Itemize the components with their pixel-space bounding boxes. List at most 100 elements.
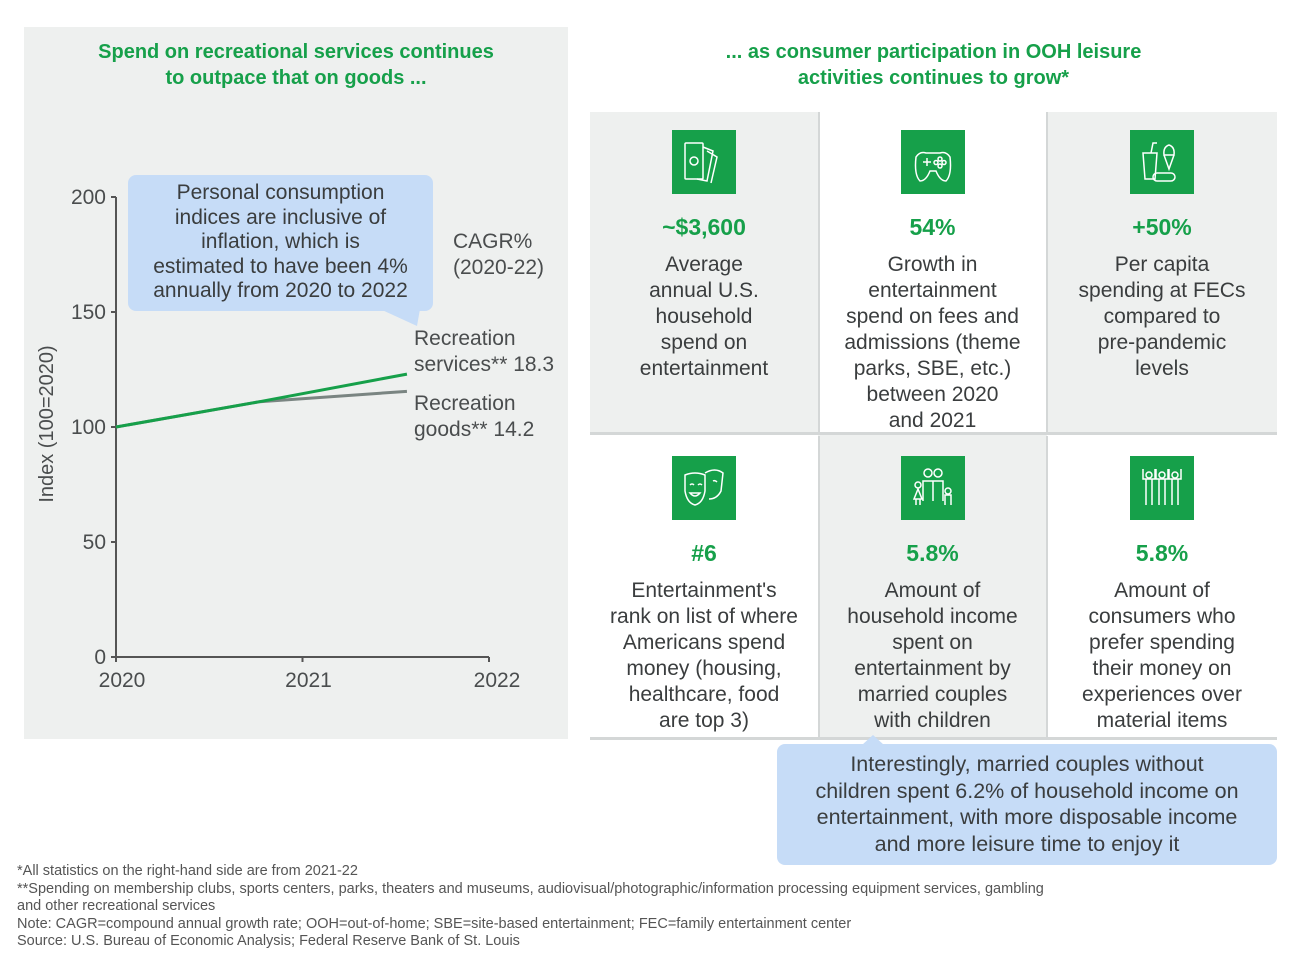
callout-line: indices are inclusive of	[174, 205, 387, 229]
footnotes: *All statistics on the right-hand side a…	[17, 863, 1044, 951]
stat-description: Amount of household income spent on enterta…	[818, 578, 1047, 734]
left-title-line: Spend on recreational services continues	[98, 41, 494, 63]
stat-description: Growth in entertainment spend on fees and a…	[818, 252, 1047, 434]
stat-description-line: healthcare, food	[628, 683, 780, 706]
stat-description-line: admissions (theme	[844, 331, 1021, 354]
services-label-line: services** 18.3	[414, 353, 555, 376]
stat-description-line: consumers who	[1088, 605, 1236, 628]
grid-divider	[590, 737, 1277, 740]
stat-description-line: spend on fees and	[846, 305, 1019, 328]
footnote: Note: CAGR=compound annual growth rate; …	[17, 915, 852, 932]
stat-description-line: entertainment	[868, 279, 997, 302]
cagr-label: CAGR% (2020-22)	[453, 229, 544, 281]
stat-description: Entertainment's rank on list of where Amer…	[590, 578, 818, 734]
stat-description-line: are top 3)	[659, 709, 749, 732]
stat-value: 5.8%	[1135, 540, 1189, 566]
x-tick-label: 2020	[99, 669, 146, 692]
cagr-label-line: CAGR%	[453, 230, 533, 253]
stat-description-line: rank on list of where	[610, 605, 798, 628]
stat-value: 5.8%	[906, 540, 959, 566]
stat-description-line: household	[655, 305, 753, 328]
y-tick-label: 50	[83, 531, 106, 554]
stat-description-line: material items	[1096, 709, 1228, 732]
callout-line: Interestingly, married couples without	[850, 752, 1204, 776]
callout-pointer	[862, 735, 884, 745]
right-title: ... as consumer participation in OOH lei…	[590, 39, 1277, 91]
grid-divider	[590, 432, 1277, 435]
grid-divider	[818, 436, 820, 739]
stat-description-line: and 2021	[888, 409, 977, 432]
y-tick-label: 100	[71, 416, 106, 439]
stat-description-line: Americans spend	[622, 631, 786, 654]
stat-description: Per capita spending at FECs compared to pre…	[1047, 252, 1277, 382]
stat-description: Average annual U.S. household spend on enter…	[590, 252, 818, 382]
callout-line: inflation, which is	[201, 230, 360, 253]
stat-description: Amount of consumers who prefer spending the…	[1047, 578, 1277, 734]
x-tick-label: 2022	[474, 669, 521, 692]
stat-cell: +50% Per capita spending at FECs compared t…	[1047, 112, 1277, 433]
stat-description-line: compared to	[1103, 305, 1221, 328]
series-line-1	[115, 389, 408, 429]
stat-description-line: Entertainment's	[631, 579, 777, 602]
stat-description-line: Average	[665, 253, 743, 276]
grid-divider	[818, 112, 820, 433]
stat-cell: 5.8% Amount of consumers who prefer spendin…	[1047, 433, 1277, 739]
stat-cell: 54% Growth in entertainment spend on fees a…	[818, 112, 1047, 433]
stat-description-line: married couples	[857, 683, 1008, 706]
stat-description-line: spent on	[892, 631, 973, 654]
cagr-label-line: (2020-22)	[453, 256, 545, 279]
stat-description-line: Amount of	[1114, 579, 1210, 602]
stat-description-line: Growth in	[887, 253, 978, 276]
left-title: Spend on recreational services continues…	[24, 39, 568, 91]
y-axis-label: Index (100=2020)	[36, 345, 58, 502]
callout-line: estimated to have been 4%	[153, 254, 408, 278]
stat-description-line: spending at FECs	[1078, 279, 1246, 302]
snacks-icon	[1130, 130, 1194, 194]
stat-description-line: entertainment by	[854, 657, 1011, 680]
stat-cell: #6 Entertainment's rank on list of where Am…	[590, 433, 818, 739]
callout-line: and more leisure time to enjoy it	[874, 831, 1180, 856]
stat-description-line: annual U.S.	[649, 279, 759, 302]
right-title-line: ... as consumer participation in OOH lei…	[725, 41, 1142, 63]
y-tick-label: 200	[71, 186, 106, 209]
footnote: Source: U.S. Bureau of Economic Analysis…	[17, 933, 520, 949]
stat-description-line: Per capita	[1114, 253, 1210, 276]
stat-description-line: spend on	[660, 331, 748, 354]
stat-description-line: pre-pandemic	[1097, 331, 1227, 354]
stat-description-line: money (housing,	[626, 657, 782, 680]
stat-value: #6	[691, 540, 717, 566]
stat-description-line: their money on	[1092, 657, 1232, 680]
stat-cell: 5.8% Amount of household income spent on ent…	[818, 433, 1047, 739]
stat-value: 54%	[909, 214, 956, 240]
money-icon	[672, 130, 736, 194]
footnote: *All statistics on the right-hand side a…	[17, 863, 358, 879]
y-tick-label: 0	[94, 646, 106, 669]
stat-description-line: experiences over	[1082, 683, 1242, 706]
x-tick-label: 2021	[285, 669, 332, 692]
stat-description-line: household income	[847, 605, 1018, 628]
couples-callout: Interestingly, married couples without c…	[777, 744, 1277, 865]
stat-value: +50%	[1132, 214, 1192, 240]
gamepad-icon	[900, 130, 965, 194]
inflation-callout: Personal consumption indices are inclusi…	[128, 175, 433, 311]
callout-line: entertainment, with more disposable inco…	[816, 805, 1238, 829]
stat-description-line: with children	[874, 709, 991, 732]
stat-value: ~$3,600	[662, 214, 746, 240]
stat-description-line: entertainment	[639, 357, 769, 380]
services-label-line: Recreation	[414, 327, 516, 350]
goods-label: Recreation goods** 14.2	[414, 391, 534, 443]
stat-description-line: parks, SBE, etc.)	[853, 357, 1012, 380]
right-title-line: activities continues to grow*	[797, 67, 1070, 89]
family-icon	[900, 456, 965, 520]
callout-line: annually from 2020 to 2022	[153, 279, 408, 302]
footnote: and other recreational services	[17, 898, 216, 914]
y-tick-label: 150	[71, 301, 106, 324]
left-title-line: to outpace that on goods ...	[165, 67, 427, 89]
series-line-0	[115, 372, 408, 429]
callout-pointer	[380, 309, 420, 326]
cheering-people-icon	[1130, 456, 1194, 520]
stat-description-line: levels	[1135, 357, 1189, 380]
left-panel	[24, 27, 568, 739]
grid-divider	[1046, 112, 1048, 433]
callout-line: children spent 6.2% of household income …	[815, 778, 1239, 803]
